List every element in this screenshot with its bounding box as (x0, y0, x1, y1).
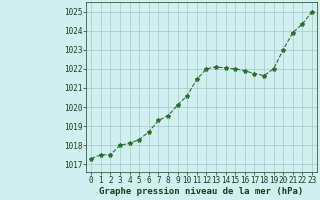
X-axis label: Graphe pression niveau de la mer (hPa): Graphe pression niveau de la mer (hPa) (100, 187, 304, 196)
